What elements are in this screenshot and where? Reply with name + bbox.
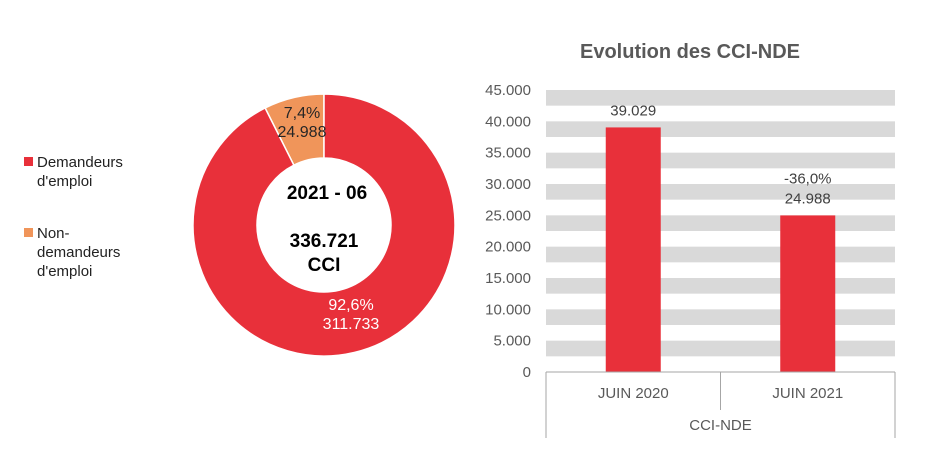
legend-label-line: demandeurs — [24, 243, 120, 262]
grid-band — [546, 246, 895, 263]
slice-value-label: 311.733 — [323, 316, 380, 333]
legend-label-line: d'emploi — [24, 262, 120, 281]
y-tick-label: 40.000 — [485, 113, 531, 130]
y-tick-label: 25.000 — [485, 207, 531, 224]
y-tick-label: 15.000 — [485, 270, 531, 287]
bar-chart-title: Evolution des CCI-NDE — [580, 41, 800, 63]
legend-label: d'emploi — [37, 173, 93, 190]
slice-value-label: 24.988 — [278, 124, 327, 141]
x-tick-label: JUIN 2021 — [772, 385, 843, 402]
grid-band — [546, 90, 895, 106]
legend-label: Non- — [37, 225, 70, 242]
y-tick-label: 30.000 — [485, 176, 531, 193]
y-tick-label: 0 — [523, 364, 531, 381]
bar — [780, 215, 836, 372]
bar-value-label: 24.988 — [785, 190, 831, 207]
y-tick-label: 10.000 — [485, 301, 531, 318]
legend-label: demandeurs — [37, 244, 121, 261]
legend-label: d'emploi — [37, 263, 93, 280]
grid-band — [546, 121, 895, 137]
x-tick-label: JUIN 2020 — [598, 385, 669, 402]
bar — [605, 127, 661, 372]
x-group-label: CCI-NDE — [689, 417, 752, 434]
bar-change-label: -36,0% — [784, 170, 832, 187]
slice-percent-label: 7,4% — [284, 105, 320, 122]
center-period-label: 2021 - 06 — [287, 183, 367, 204]
center-unit-label: CCI — [308, 255, 341, 276]
donut-slice — [192, 93, 456, 357]
grid-band — [546, 152, 895, 169]
legend-label: Demandeurs — [37, 154, 123, 171]
legend-item: Non-demandeurs d'emploi — [24, 224, 120, 281]
legend-label-line: d'emploi — [24, 172, 123, 191]
y-tick-label: 5.000 — [493, 333, 531, 350]
grid-band — [546, 215, 895, 231]
grid-band — [546, 184, 895, 200]
y-tick-label: 20.000 — [485, 239, 531, 256]
slice-percent-label: 92,6% — [328, 297, 373, 314]
donut-chart: 92,6% 311.733 7,4% 24.988 2021 - 06 336.721 CC… — [192, 93, 456, 357]
legend-label-line: Non- — [24, 224, 120, 243]
center-total-label: 336.721 — [290, 231, 359, 252]
legend-item: Demandeurs d'emploi — [24, 153, 123, 191]
y-tick-label: 45.000 — [485, 82, 531, 99]
grid-band — [546, 340, 895, 357]
grid-band — [546, 278, 895, 294]
legend-swatch — [24, 228, 33, 237]
legend-label-line: Demandeurs — [24, 153, 123, 172]
bar-chart: 0 5.000 10.000 15.000 20.000 25.000 30.000 35.0… — [485, 41, 896, 438]
bar-value-label: 39.029 — [610, 102, 656, 119]
grid-band — [546, 309, 895, 325]
y-tick-label: 35.000 — [485, 145, 531, 162]
legend-swatch — [24, 157, 33, 166]
